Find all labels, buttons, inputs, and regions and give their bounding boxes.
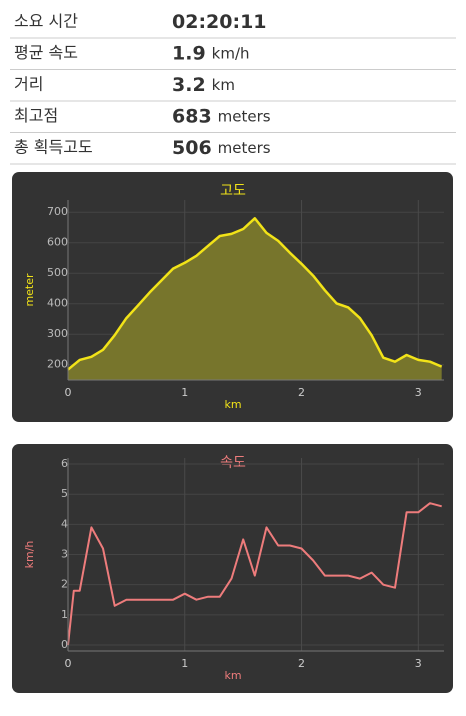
x-tick-label: 1 [181, 657, 188, 670]
stat-label: 총 획득고도 [14, 138, 93, 157]
y-tick-label: 1 [61, 608, 68, 621]
y-tick-label: 6 [61, 457, 68, 470]
stat-value: 3.2 km [172, 74, 235, 96]
y-tick-label: 200 [47, 358, 68, 371]
line [67, 502, 442, 646]
stat-label: 소요 시간 [14, 12, 78, 31]
y-tick-label: 400 [47, 297, 68, 310]
y-tick-label: 4 [61, 517, 68, 530]
stat-label: 거리 [14, 75, 43, 94]
stat-number: 683 [172, 105, 212, 127]
x-axis-label: km [224, 669, 241, 682]
y-tick-label: 2 [61, 578, 68, 591]
stat-value: 506 meters [172, 137, 271, 159]
chart-title: 고도 [220, 183, 246, 199]
stat-value: 1.9 km/h [172, 42, 250, 64]
stat-unit: meters [218, 139, 271, 157]
stat-number: 506 [172, 137, 212, 159]
y-tick-label: 0 [61, 638, 68, 651]
stat-unit: meters [218, 107, 271, 125]
stat-number: 1.9 [172, 42, 206, 64]
y-tick-label: 300 [47, 327, 68, 340]
y-tick-label: 3 [61, 548, 68, 561]
y-axis-label: km/h [23, 541, 36, 569]
x-tick-label: 0 [65, 657, 72, 670]
stat-number: 3.2 [172, 74, 206, 96]
x-tick-label: 2 [298, 386, 305, 399]
y-tick-label: 700 [47, 205, 68, 218]
stat-unit: km/h [212, 44, 250, 62]
x-axis-label: km [224, 398, 241, 411]
stat-value: 683 meters [172, 105, 271, 127]
y-tick-label: 5 [61, 487, 68, 500]
y-tick-label: 600 [47, 236, 68, 249]
stat-label: 최고점 [14, 106, 58, 125]
chart-title: 속도 [220, 455, 246, 471]
x-tick-label: 1 [181, 386, 188, 399]
y-tick-label: 500 [47, 266, 68, 279]
line [67, 217, 443, 371]
stat-value: 02:20:11 [172, 11, 267, 33]
chart-panel [12, 444, 453, 693]
y-axis-label: meter [23, 273, 36, 307]
stat-label: 평균 속도 [14, 43, 78, 62]
x-tick-label: 0 [65, 386, 72, 399]
stat-number: 02:20:11 [172, 11, 267, 33]
area-fill [68, 218, 442, 380]
x-tick-label: 2 [298, 657, 305, 670]
x-tick-label: 3 [415, 386, 422, 399]
x-tick-label: 3 [415, 657, 422, 670]
stat-unit: km [212, 76, 235, 94]
